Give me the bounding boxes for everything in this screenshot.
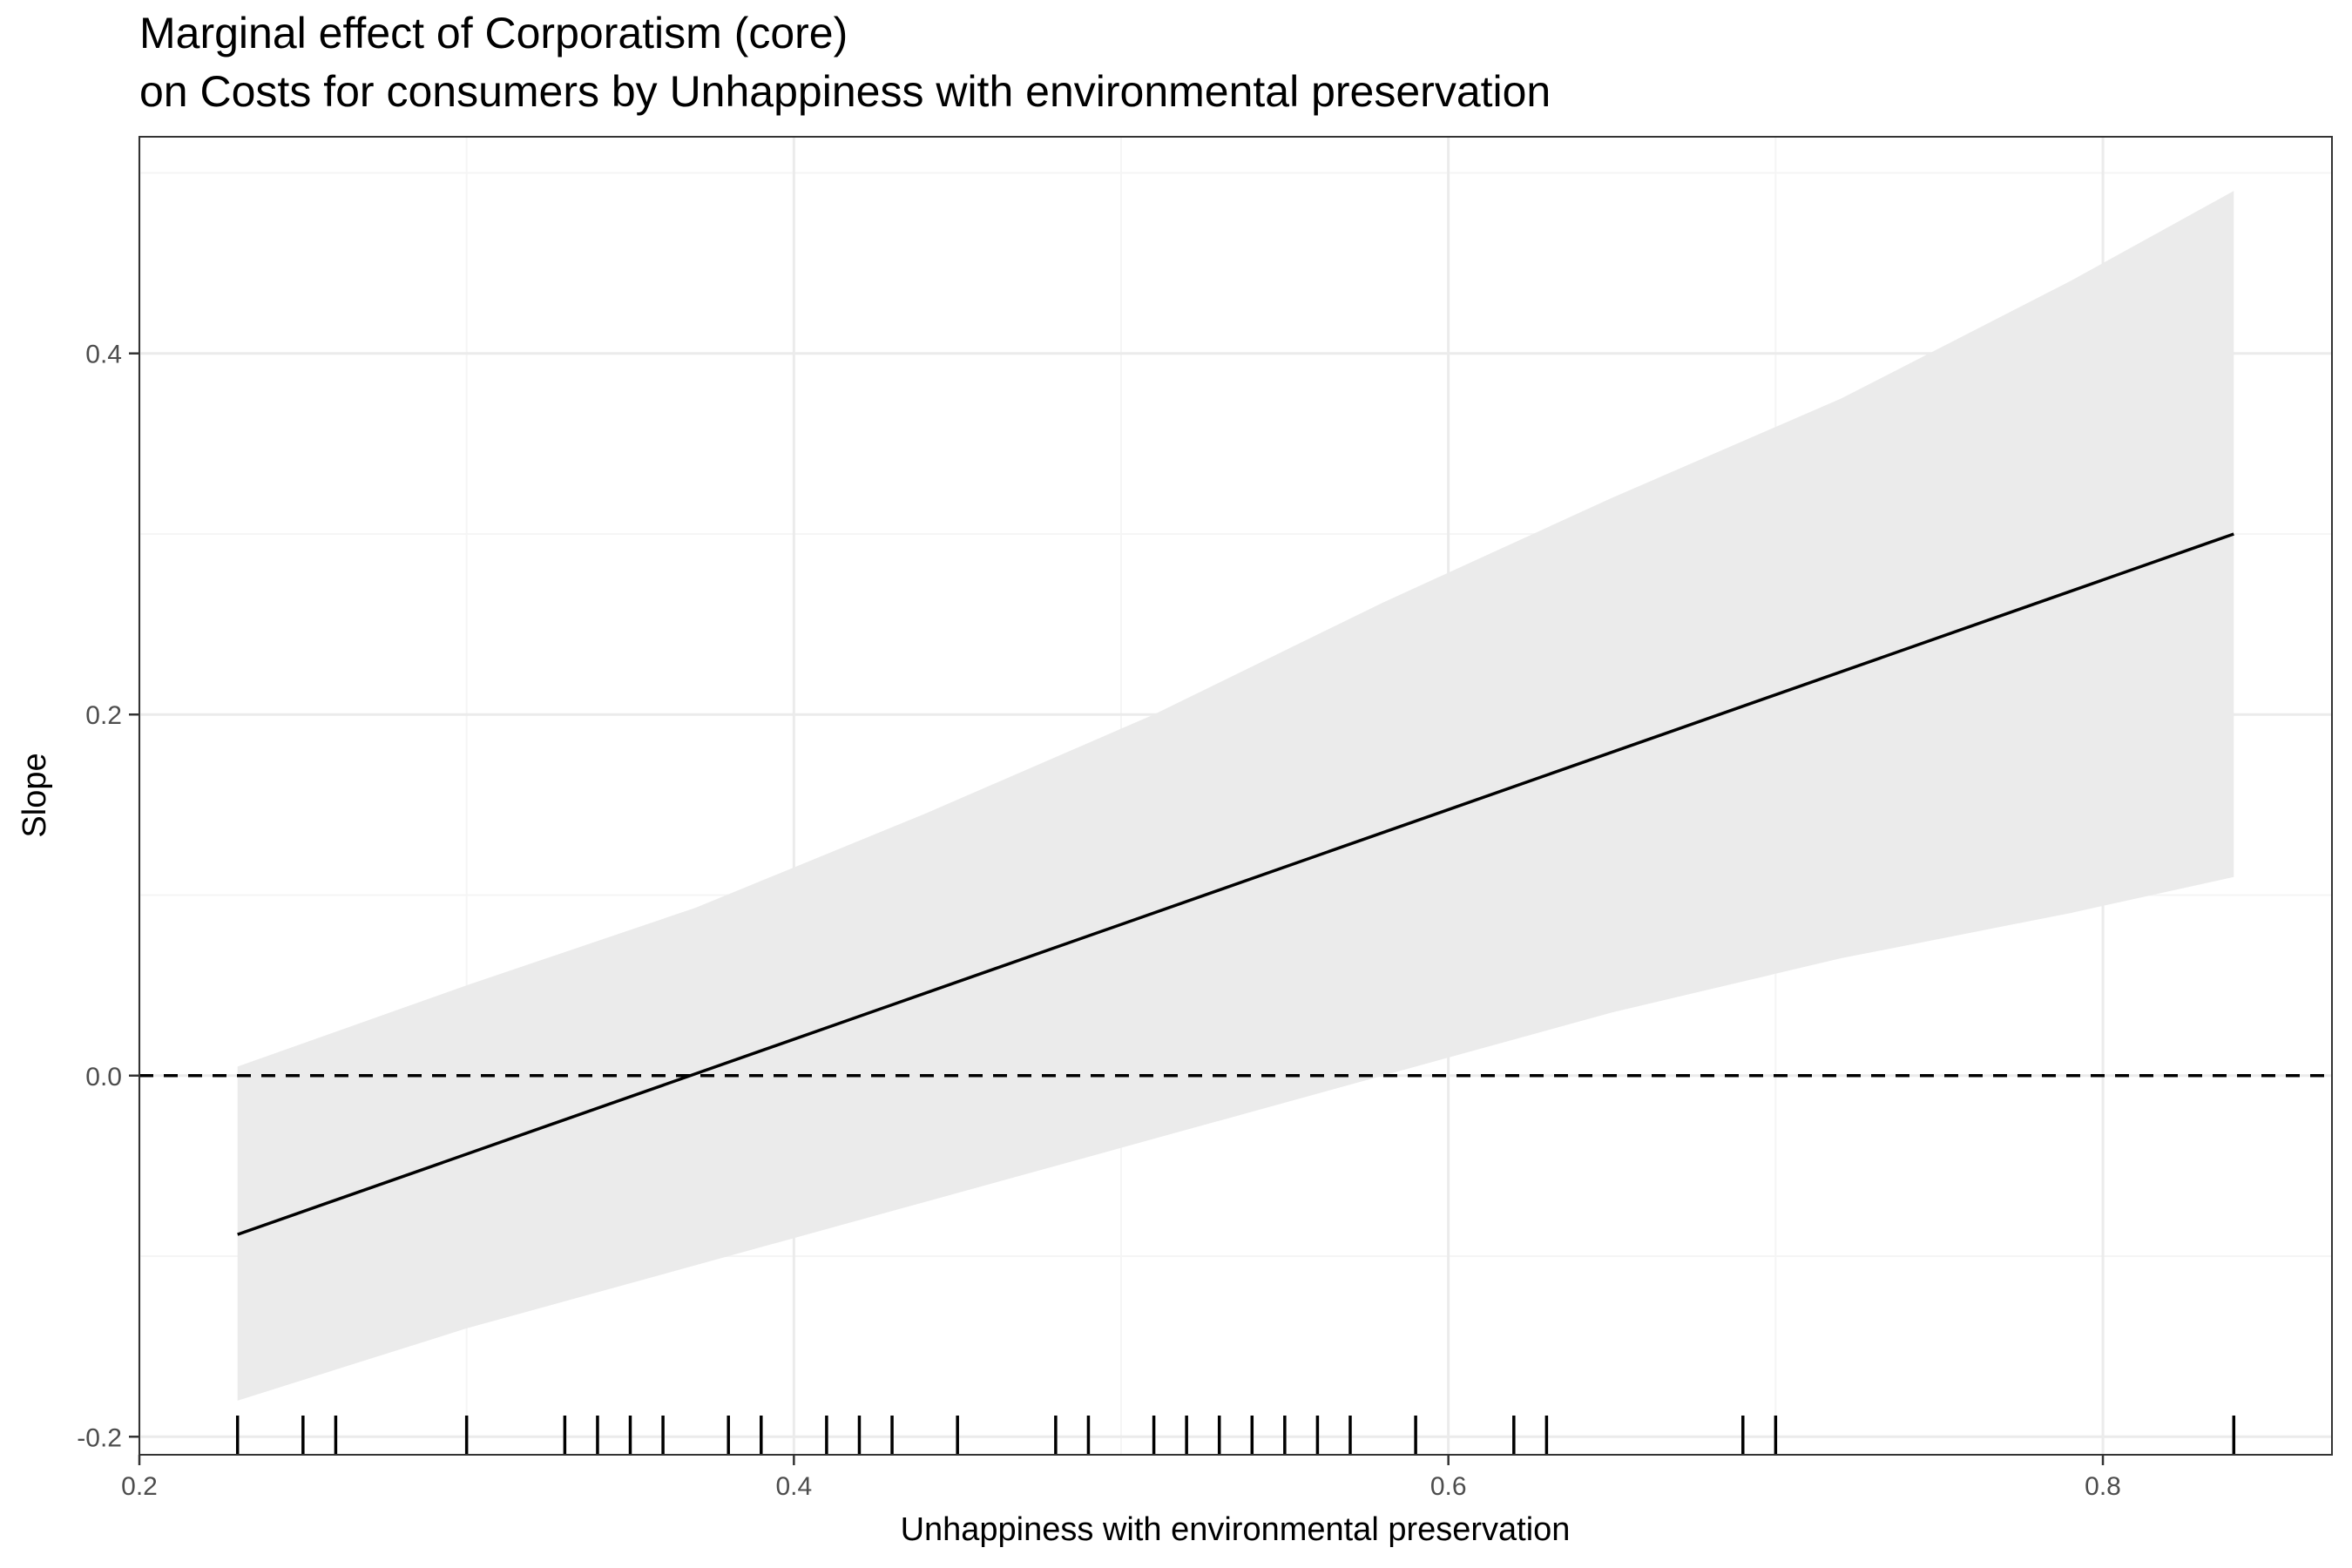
rug-layer — [235, 1416, 2236, 1455]
confidence-band — [237, 191, 2234, 1401]
x-tick-label: 0.8 — [2085, 1472, 2121, 1501]
y-axis-label: Slope — [17, 753, 53, 837]
x-tick-label: 0.2 — [121, 1472, 158, 1501]
effect-line-layer — [237, 532, 2234, 1236]
chart-subtitle: on Costs for consumers by Unhappiness wi… — [139, 67, 1551, 116]
x-axis-label: Unhappiness with environmental preservat… — [901, 1511, 1571, 1548]
x-tick-label: 0.6 — [1430, 1472, 1467, 1501]
panel-border — [139, 136, 2333, 1456]
y-tick-label: 0.2 — [85, 701, 122, 730]
x-axis: 0.2 0.4 0.6 0.8 — [121, 1455, 2121, 1501]
effect-line — [237, 532, 2234, 1236]
confidence-band-layer — [237, 191, 2234, 1401]
y-tick-label: 0.0 — [85, 1063, 122, 1092]
chart-title: Marginal effect of Corporatism (core) — [139, 9, 848, 57]
x-tick-label: 0.4 — [775, 1472, 812, 1501]
y-tick-label: -0.2 — [77, 1423, 122, 1452]
y-axis: -0.2 0.0 0.2 0.4 — [77, 341, 139, 1452]
y-tick-label: 0.4 — [85, 341, 122, 369]
